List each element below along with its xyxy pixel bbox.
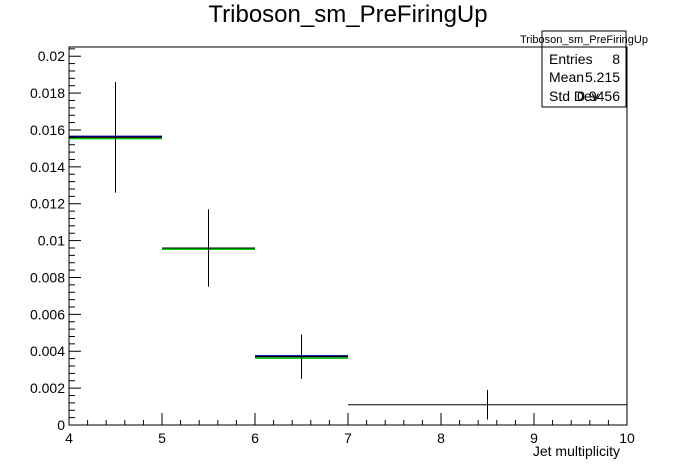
x-axis-title: Jet multiplicity	[533, 443, 620, 459]
y-tick-label: 0.008	[30, 269, 65, 285]
bin-0	[69, 82, 162, 193]
bin-1	[162, 209, 255, 287]
y-tick-label: 0.02	[38, 48, 65, 64]
x-tick-label: 6	[251, 430, 259, 446]
stats-stddev-label: Std Dev	[549, 88, 599, 104]
y-tick-label: 0.016	[30, 122, 65, 138]
bins-layer	[69, 82, 627, 420]
y-axis: 0 0.002 0.004 0.006 0.008 0.01 0.012 0.014 0.016…	[30, 48, 81, 433]
x-tick-label: 4	[65, 430, 73, 446]
y-tick-label: 0.004	[30, 343, 65, 359]
y-tick-label: 0	[57, 417, 65, 433]
x-tick-label: 8	[437, 430, 445, 446]
x-tick-label: 7	[344, 430, 352, 446]
x-tick-label: 9	[530, 430, 538, 446]
chart-title: Triboson_sm_PreFiringUp	[208, 1, 487, 28]
y-tick-label: 0.018	[30, 85, 65, 101]
bin-3	[348, 389, 627, 420]
stats-entries-label: Entries	[549, 51, 593, 67]
y-tick-label: 0.006	[30, 306, 65, 322]
stats-entries-value: 8	[612, 51, 620, 67]
x-tick-label: 5	[158, 430, 166, 446]
y-tick-label: 0.012	[30, 196, 65, 212]
stats-title: Triboson_sm_PreFiringUp	[520, 34, 648, 46]
stats-box-frame	[541, 30, 627, 108]
stats-mean-label: Mean	[549, 69, 584, 85]
stats-stddev-value: 0.9456	[577, 88, 620, 104]
x-axis: 4 5 6 7 8 9 10	[65, 413, 635, 446]
bin-2	[255, 334, 348, 379]
y-tick-label: 0.01	[38, 233, 65, 249]
stats-box: Triboson_sm_PreFiringUp Entries 8 Mean 5…	[520, 30, 648, 108]
stats-mean-value: 5.215	[585, 69, 620, 85]
x-tick-label: 10	[619, 430, 635, 446]
y-tick-label: 0.002	[30, 380, 65, 396]
y-tick-label: 0.014	[30, 159, 65, 175]
